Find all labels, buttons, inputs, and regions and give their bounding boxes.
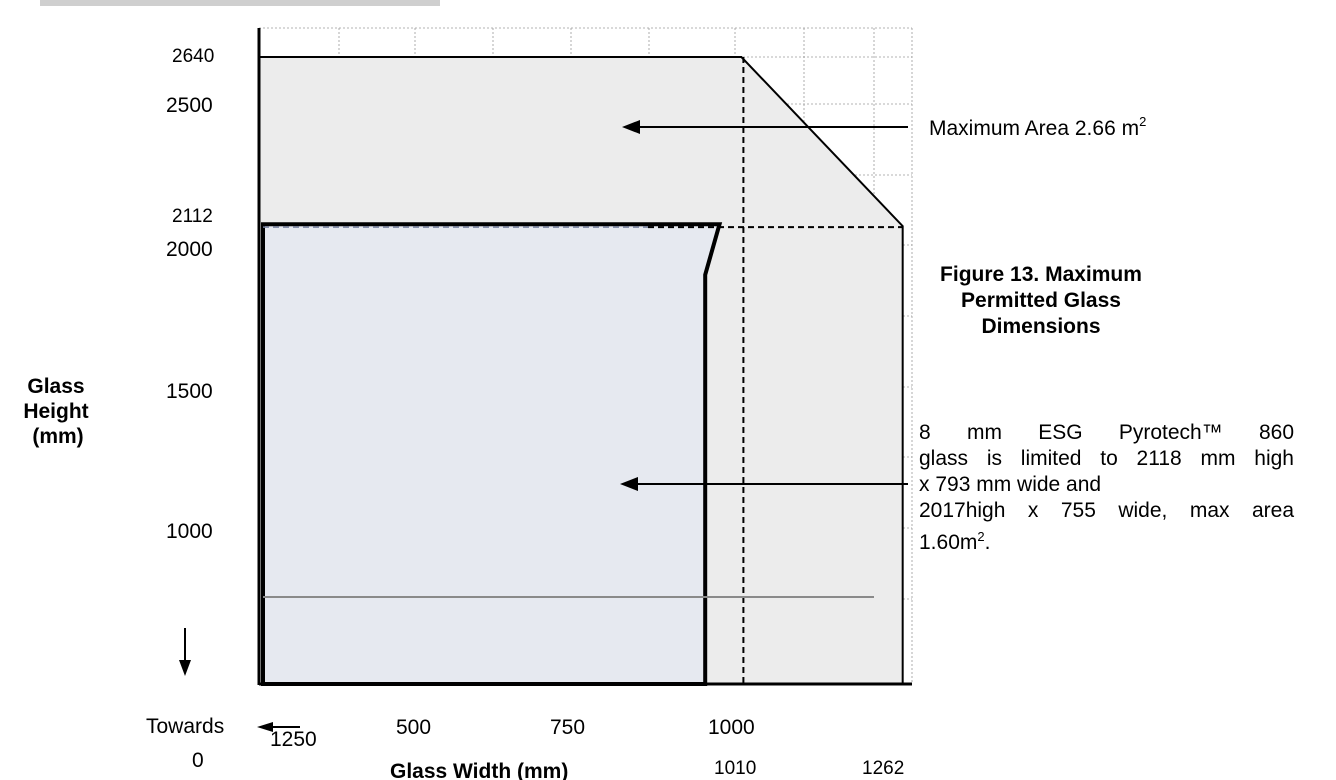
figure-caption-line3: Dimensions	[981, 315, 1101, 338]
inner-area-polygon	[261, 222, 723, 686]
figure-caption: Figure 13. Maximum Permitted Glass Dimen…	[916, 262, 1166, 340]
y-tick-1500: 1500	[166, 380, 213, 403]
truncated-top-text	[40, 0, 440, 6]
note-line3: x 793 mm wide and	[919, 473, 1102, 496]
figure-caption-line2: Permitted Glass	[961, 289, 1121, 312]
y-axis-title-line2: Height	[23, 400, 88, 423]
y-tick-2000: 2000	[166, 238, 213, 261]
y-tick-1000: 1000	[166, 520, 213, 543]
figure-caption-line1: Figure 13. Maximum	[940, 263, 1142, 286]
x-label-1010: 1010	[714, 758, 756, 779]
y-tick-2500: 2500	[166, 94, 213, 117]
towards-zero: 0	[192, 749, 204, 772]
left-arrow-icon	[257, 722, 273, 732]
note-line4: 2017high x 755 wide, max area	[919, 499, 1294, 522]
max-area-arrow-icon	[622, 120, 640, 134]
y-tick-2112: 2112	[172, 206, 213, 227]
x-label-1262: 1262	[862, 758, 904, 779]
note-line5: 1.60m2.	[919, 529, 991, 554]
x-axis-title: Glass Width (mm)	[390, 760, 568, 780]
note-line2: glass is limited to 2118 mm high	[919, 447, 1294, 470]
y-tick-2640: 2640	[172, 46, 214, 67]
down-arrow-icon	[179, 660, 191, 676]
x-tick-500: 500	[396, 716, 431, 739]
towards-value: 1250	[270, 728, 317, 751]
note-arrow-icon	[620, 477, 638, 491]
x-tick-750: 750	[550, 716, 585, 739]
x-tick-1000: 1000	[708, 716, 755, 739]
note-line1: 8 mm ESG Pyrotech™ 860	[919, 421, 1294, 444]
y-axis-title-line1: Glass	[27, 375, 84, 398]
max-area-label: Maximum Area 2.66 m2	[929, 114, 1146, 140]
towards-label: Towards	[146, 715, 224, 738]
glass-note: 8 mm ESG Pyrotech™ 860 glass is limited …	[919, 420, 1294, 556]
y-axis-title-line3: (mm)	[32, 425, 83, 448]
